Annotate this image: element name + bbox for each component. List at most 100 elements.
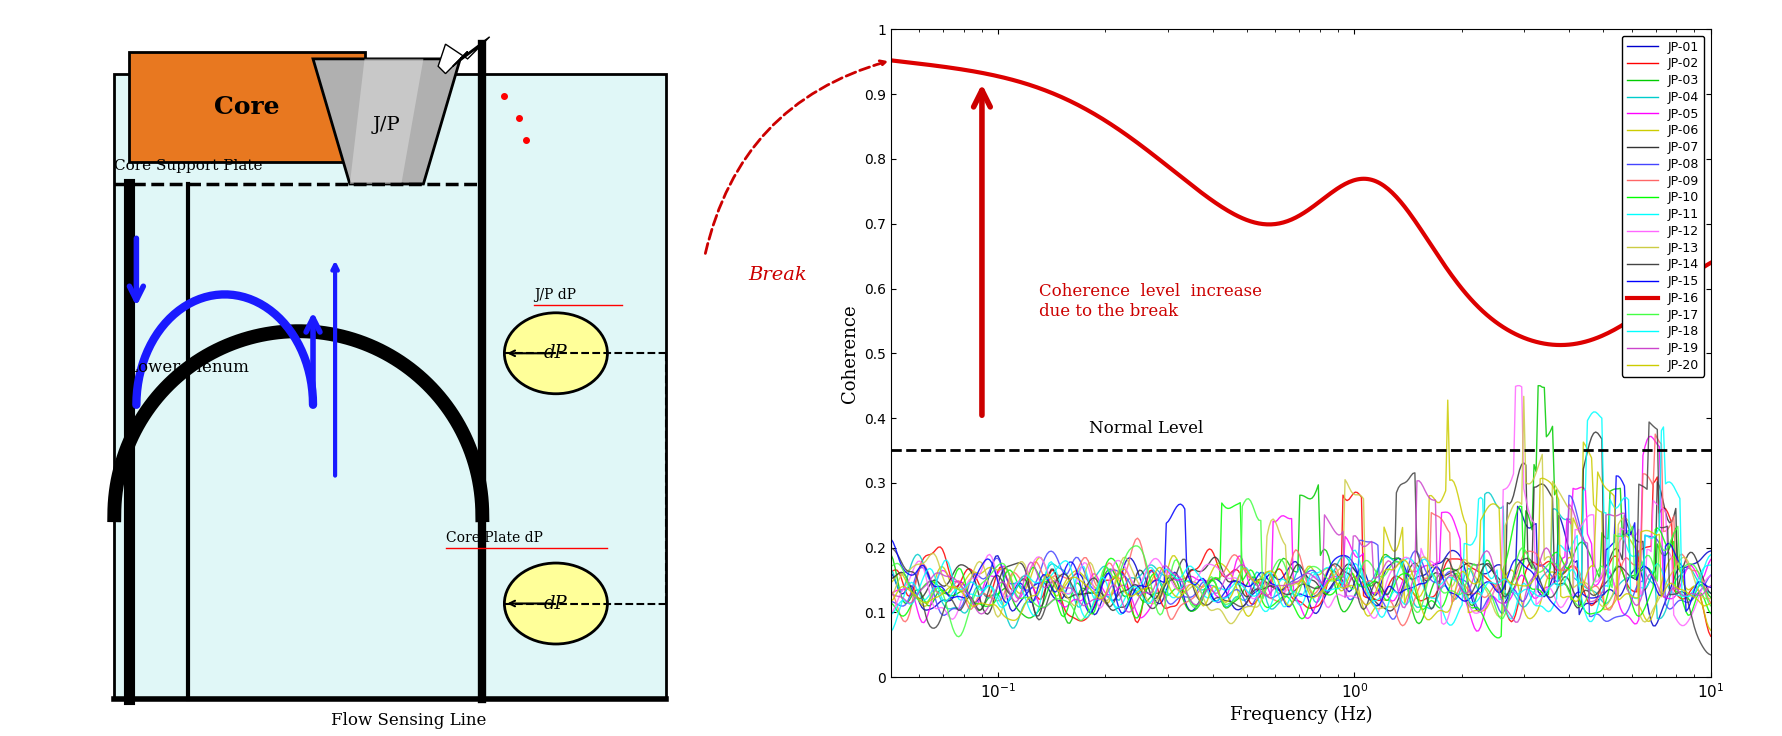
JP-18 — [880, 610, 902, 619]
Ellipse shape — [504, 563, 608, 644]
JP-10 — [1477, 624, 1499, 633]
Line: JP-01: JP-01 — [891, 506, 1711, 626]
Line: JP-16: JP-16 — [891, 60, 1711, 345]
Polygon shape — [349, 59, 424, 184]
FancyBboxPatch shape — [128, 52, 365, 162]
JP-08 — [1395, 568, 1417, 577]
Ellipse shape — [504, 313, 608, 394]
JP-03 — [1395, 578, 1417, 587]
JP-11 — [1700, 561, 1721, 570]
JP-12 — [1395, 553, 1417, 562]
JP-14 — [1205, 594, 1226, 603]
JP-19 — [1504, 618, 1525, 626]
Polygon shape — [314, 59, 460, 184]
JP-10 — [1230, 498, 1251, 507]
Line: JP-07: JP-07 — [891, 432, 1711, 616]
JP-09 — [1148, 574, 1169, 583]
JP-14 — [1475, 559, 1497, 568]
JP-10 — [1205, 573, 1226, 582]
JP-16 — [1148, 154, 1169, 163]
JP-16 — [1205, 199, 1226, 208]
JP-01 — [1395, 567, 1417, 576]
JP-04 — [978, 593, 1000, 602]
Line: JP-17: JP-17 — [891, 499, 1711, 637]
JP-18 — [1652, 422, 1673, 431]
JP-12 — [978, 550, 1000, 559]
JP-06 — [1436, 396, 1458, 405]
Line: JP-04: JP-04 — [891, 492, 1711, 628]
JP-10 — [978, 601, 1000, 610]
JP-01 — [978, 570, 1000, 579]
JP-08 — [1148, 572, 1169, 581]
JP-01 — [880, 568, 902, 577]
JP-03 — [1205, 579, 1226, 588]
JP-19 — [1477, 548, 1499, 556]
Line: JP-14: JP-14 — [891, 422, 1711, 655]
JP-19 — [1408, 476, 1429, 485]
JP-02 — [1475, 573, 1497, 582]
JP-19 — [880, 590, 902, 598]
JP-13 — [1700, 594, 1721, 603]
JP-12 — [1508, 381, 1529, 390]
Line: JP-05: JP-05 — [891, 436, 1711, 631]
JP-11 — [1582, 408, 1604, 417]
JP-20 — [1206, 586, 1228, 595]
JP-08 — [1472, 604, 1493, 613]
JP-15 — [1477, 578, 1499, 587]
JP-14 — [978, 583, 1000, 592]
JP-12 — [1700, 572, 1721, 581]
JP-07 — [1399, 567, 1420, 576]
JP-06 — [1205, 561, 1226, 570]
JP-15 — [1606, 472, 1627, 481]
JP-04 — [1149, 568, 1171, 577]
JP-05 — [1395, 569, 1417, 578]
JP-19 — [1395, 599, 1417, 608]
JP-18 — [1581, 617, 1602, 626]
JP-07 — [1206, 555, 1228, 564]
JP-02 — [1148, 586, 1169, 595]
JP-19 — [1148, 573, 1169, 581]
JP-15 — [1149, 576, 1171, 585]
JP-05 — [1641, 432, 1663, 441]
Text: Core: Core — [214, 95, 280, 118]
JP-16 — [1550, 341, 1572, 350]
JP-07 — [880, 574, 902, 583]
JP-09 — [1474, 593, 1495, 602]
JP-03 — [1527, 381, 1549, 390]
JP-04 — [880, 565, 902, 573]
JP-02 — [978, 591, 1000, 600]
JP-05 — [880, 589, 902, 598]
JP-17 — [1475, 584, 1497, 592]
JP-13 — [1399, 575, 1420, 584]
FancyBboxPatch shape — [114, 74, 666, 699]
JP-08 — [1557, 491, 1579, 500]
Text: Normal Level: Normal Level — [1089, 420, 1203, 437]
JP-10 — [1488, 634, 1509, 643]
JP-17 — [880, 562, 902, 570]
JP-16 — [978, 70, 1000, 79]
JP-20 — [1474, 509, 1495, 517]
JP-03 — [1408, 619, 1429, 628]
JP-11 — [880, 627, 902, 636]
JP-11 — [1205, 586, 1226, 595]
Text: J/P dP: J/P dP — [535, 288, 576, 302]
JP-05 — [1474, 607, 1495, 616]
Line: JP-20: JP-20 — [891, 472, 1711, 620]
JP-01 — [1148, 599, 1169, 608]
JP-19 — [1474, 548, 1495, 556]
JP-03 — [880, 551, 902, 559]
JP-15 — [880, 535, 902, 544]
Line: JP-12: JP-12 — [891, 386, 1711, 626]
JP-08 — [1700, 571, 1721, 580]
JP-20 — [1700, 598, 1721, 607]
JP-04 — [1001, 623, 1023, 632]
JP-18 — [1395, 600, 1417, 609]
JP-20 — [1588, 467, 1609, 476]
JP-19 — [978, 600, 1000, 609]
JP-16 — [1475, 311, 1497, 319]
JP-18 — [1475, 580, 1497, 589]
JP-18 — [978, 581, 1000, 590]
Line: JP-03: JP-03 — [891, 386, 1711, 623]
Line: JP-02: JP-02 — [891, 477, 1711, 636]
JP-09 — [1392, 621, 1413, 630]
